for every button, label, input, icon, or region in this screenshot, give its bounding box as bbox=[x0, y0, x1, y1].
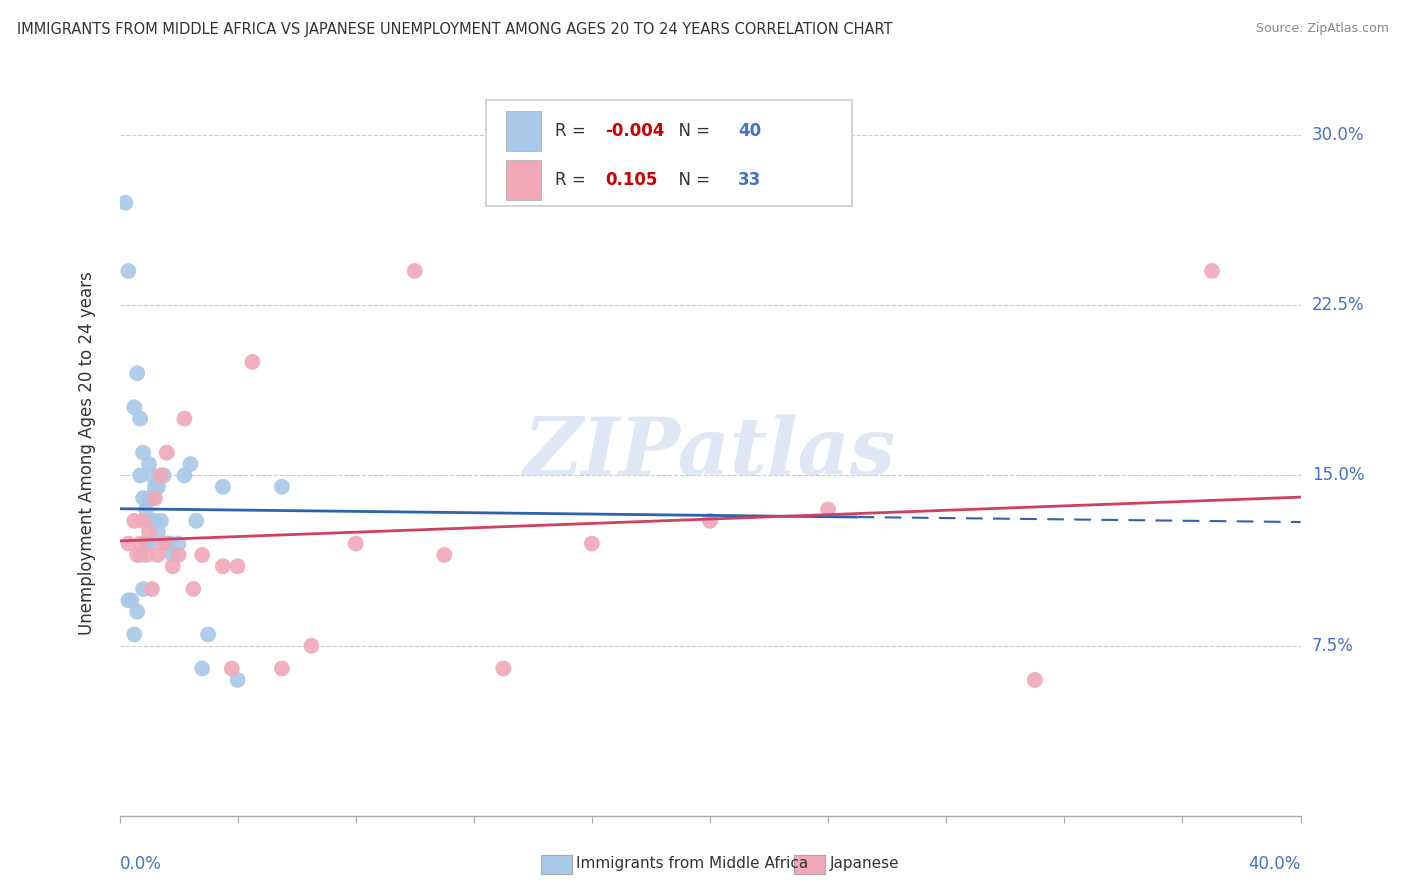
Point bbox=[141, 468, 163, 483]
Point bbox=[492, 661, 515, 675]
Point bbox=[129, 468, 152, 483]
Point bbox=[156, 445, 179, 460]
Point bbox=[817, 502, 839, 516]
Point bbox=[186, 514, 208, 528]
Point bbox=[135, 502, 157, 516]
Point bbox=[120, 593, 142, 607]
Point bbox=[117, 536, 139, 550]
Text: 0.0%: 0.0% bbox=[120, 855, 162, 873]
Point bbox=[162, 559, 184, 574]
Point bbox=[129, 536, 152, 550]
Text: 40: 40 bbox=[738, 122, 762, 140]
Text: Source: ZipAtlas.com: Source: ZipAtlas.com bbox=[1256, 22, 1389, 36]
Text: 40.0%: 40.0% bbox=[1249, 855, 1301, 873]
Point bbox=[135, 548, 157, 562]
Point bbox=[301, 639, 323, 653]
Text: ZIPatlas: ZIPatlas bbox=[524, 414, 896, 491]
Point bbox=[135, 536, 157, 550]
Point bbox=[162, 548, 184, 562]
Point bbox=[404, 264, 426, 278]
Text: R =: R = bbox=[555, 171, 592, 189]
Point bbox=[132, 491, 155, 505]
Point bbox=[167, 536, 190, 550]
Text: -0.004: -0.004 bbox=[605, 122, 664, 140]
Text: 30.0%: 30.0% bbox=[1312, 126, 1364, 144]
Point bbox=[124, 401, 146, 415]
Bar bbox=[506, 161, 541, 201]
Point bbox=[138, 491, 160, 505]
Point bbox=[138, 525, 160, 540]
Point bbox=[132, 514, 155, 528]
Point bbox=[270, 661, 294, 675]
Point bbox=[1201, 264, 1223, 278]
Text: N =: N = bbox=[668, 122, 714, 140]
Point bbox=[141, 582, 163, 596]
Point bbox=[146, 548, 169, 562]
Point bbox=[167, 548, 190, 562]
Point bbox=[146, 480, 169, 494]
Point bbox=[138, 457, 160, 471]
Point bbox=[156, 536, 179, 550]
Point bbox=[173, 411, 195, 425]
Point bbox=[149, 514, 172, 528]
Point bbox=[242, 355, 264, 369]
Text: 0.105: 0.105 bbox=[605, 171, 657, 189]
Point bbox=[153, 536, 174, 550]
Point bbox=[581, 536, 603, 550]
Point bbox=[143, 514, 166, 528]
Point bbox=[127, 366, 149, 380]
Text: 22.5%: 22.5% bbox=[1312, 296, 1364, 314]
Text: 7.5%: 7.5% bbox=[1312, 637, 1354, 655]
Text: R =: R = bbox=[555, 122, 592, 140]
FancyBboxPatch shape bbox=[485, 100, 852, 205]
Point bbox=[159, 536, 181, 550]
Point bbox=[129, 411, 152, 425]
Point bbox=[143, 491, 166, 505]
Point bbox=[143, 480, 166, 494]
Text: N =: N = bbox=[668, 171, 714, 189]
Point bbox=[211, 559, 233, 574]
Point bbox=[132, 582, 155, 596]
Point bbox=[197, 627, 219, 641]
Point bbox=[127, 548, 149, 562]
Point bbox=[211, 480, 233, 494]
Point bbox=[117, 593, 139, 607]
Y-axis label: Unemployment Among Ages 20 to 24 years: Unemployment Among Ages 20 to 24 years bbox=[77, 271, 96, 634]
Point bbox=[114, 195, 136, 210]
Point bbox=[117, 264, 139, 278]
Point bbox=[183, 582, 205, 596]
Point bbox=[138, 514, 160, 528]
Point bbox=[226, 559, 249, 574]
Point bbox=[179, 457, 201, 471]
Point bbox=[1024, 673, 1046, 687]
Text: IMMIGRANTS FROM MIDDLE AFRICA VS JAPANESE UNEMPLOYMENT AMONG AGES 20 TO 24 YEARS: IMMIGRANTS FROM MIDDLE AFRICA VS JAPANES… bbox=[17, 22, 893, 37]
Point bbox=[146, 525, 169, 540]
Point bbox=[124, 514, 146, 528]
Point bbox=[344, 536, 367, 550]
Point bbox=[433, 548, 456, 562]
Point bbox=[221, 661, 243, 675]
Point bbox=[173, 468, 195, 483]
Point bbox=[132, 445, 155, 460]
Point bbox=[129, 548, 152, 562]
Point bbox=[191, 661, 214, 675]
Point bbox=[124, 627, 146, 641]
Text: Japanese: Japanese bbox=[830, 856, 900, 871]
Point bbox=[138, 536, 160, 550]
Point bbox=[226, 673, 249, 687]
Point bbox=[127, 605, 149, 619]
Point bbox=[149, 468, 172, 483]
Text: 33: 33 bbox=[738, 171, 762, 189]
Point bbox=[699, 514, 721, 528]
Text: Immigrants from Middle Africa: Immigrants from Middle Africa bbox=[576, 856, 808, 871]
Point bbox=[270, 480, 294, 494]
Text: 15.0%: 15.0% bbox=[1312, 467, 1364, 484]
Point bbox=[191, 548, 214, 562]
Point bbox=[141, 491, 163, 505]
Point bbox=[153, 468, 174, 483]
Bar bbox=[506, 112, 541, 152]
